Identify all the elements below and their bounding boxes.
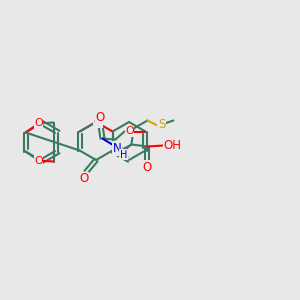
Text: H: H (120, 149, 127, 160)
Text: S: S (158, 118, 165, 131)
Text: O: O (34, 155, 43, 166)
Text: O: O (80, 172, 89, 185)
Text: O: O (96, 111, 105, 124)
Text: O: O (34, 118, 43, 128)
Text: O: O (143, 161, 152, 174)
Text: N: N (113, 142, 122, 155)
Text: O: O (125, 127, 134, 136)
Text: O: O (94, 117, 103, 127)
Text: OH: OH (164, 139, 181, 152)
